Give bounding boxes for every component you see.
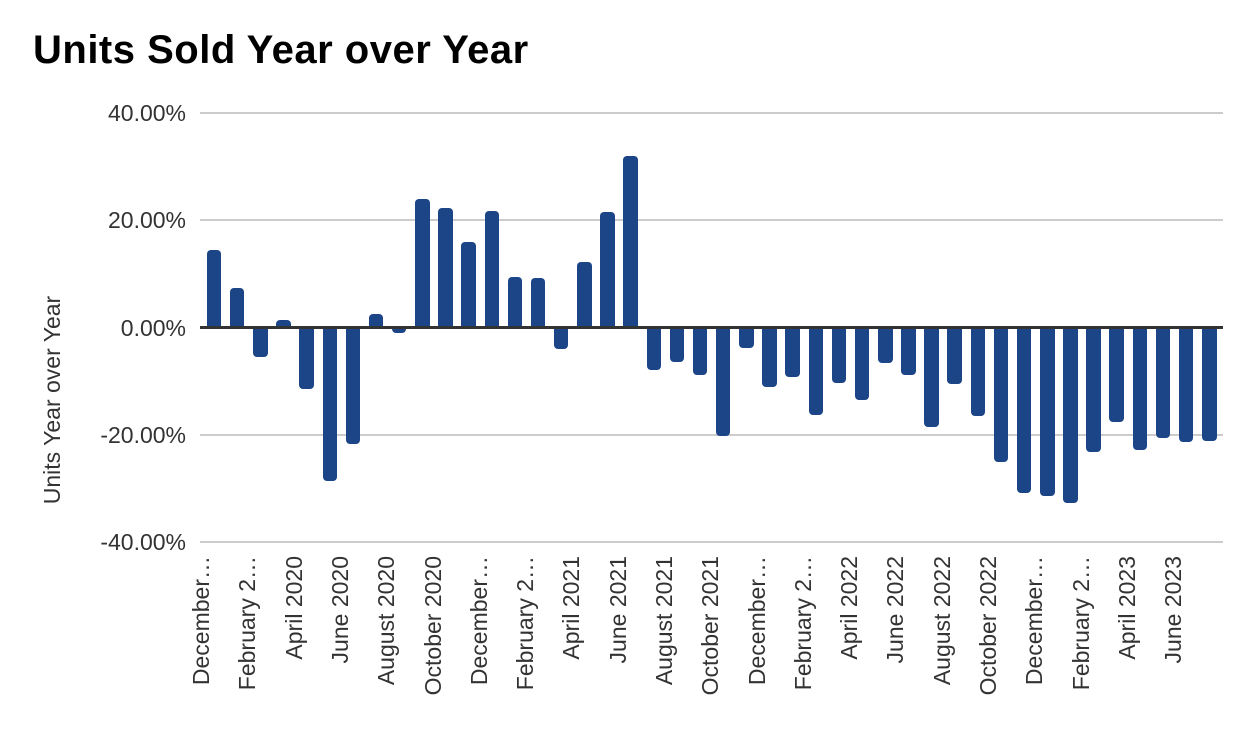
x-tick-label: February 2… bbox=[789, 556, 816, 691]
bar bbox=[507, 276, 523, 329]
y-gridline bbox=[200, 433, 1223, 436]
bar bbox=[1086, 327, 1101, 452]
y-gridline bbox=[200, 219, 1223, 222]
bar bbox=[1132, 327, 1148, 450]
bar bbox=[530, 278, 546, 329]
bar bbox=[739, 327, 754, 348]
bar bbox=[785, 327, 800, 378]
bar bbox=[692, 327, 708, 376]
bar bbox=[715, 327, 731, 436]
x-tick-label: October 2021 bbox=[697, 556, 724, 696]
bar bbox=[878, 327, 893, 363]
x-tick-label: April 2020 bbox=[280, 556, 307, 660]
chart-title: Units Sold Year over Year bbox=[33, 28, 529, 72]
bar bbox=[484, 210, 500, 329]
bar bbox=[1155, 327, 1171, 439]
x-axis-line bbox=[200, 326, 1223, 329]
y-axis-title: Units Year over Year bbox=[39, 295, 65, 505]
x-tick-label: April 2023 bbox=[1113, 556, 1140, 660]
bar bbox=[1178, 327, 1194, 443]
y-tick-label: -20.00% bbox=[100, 421, 186, 448]
y-gridline bbox=[200, 112, 1223, 114]
x-tick-label: December… bbox=[1021, 556, 1048, 686]
y-tick-label: 20.00% bbox=[107, 207, 186, 234]
bar bbox=[762, 327, 777, 387]
bar bbox=[970, 327, 986, 417]
x-tick-label: December… bbox=[465, 556, 492, 686]
bar bbox=[646, 327, 662, 370]
bar bbox=[600, 212, 615, 329]
bar bbox=[1202, 327, 1217, 441]
bar bbox=[1016, 327, 1032, 494]
x-tick-label: February 2… bbox=[234, 556, 261, 691]
y-gridline bbox=[200, 541, 1223, 543]
bar bbox=[924, 327, 939, 428]
x-tick-label: April 2022 bbox=[836, 556, 863, 660]
bar bbox=[368, 314, 384, 329]
x-tick-label: August 2020 bbox=[373, 556, 400, 686]
x-tick-label: April 2021 bbox=[558, 556, 585, 660]
bar bbox=[1063, 327, 1078, 504]
x-tick-label: October 2020 bbox=[419, 556, 446, 696]
bar bbox=[229, 288, 245, 329]
bar bbox=[623, 156, 638, 329]
x-tick-label: June 2022 bbox=[882, 556, 909, 664]
bar bbox=[299, 327, 314, 389]
bar bbox=[415, 198, 430, 329]
bar bbox=[553, 327, 569, 349]
x-tick-label: February 2… bbox=[512, 556, 539, 691]
bar bbox=[276, 319, 291, 329]
bar bbox=[947, 327, 962, 384]
x-tick-label: December… bbox=[188, 556, 215, 686]
x-tick-label: June 2020 bbox=[326, 556, 353, 664]
x-tick-label: August 2022 bbox=[928, 556, 955, 686]
x-tick-label: December… bbox=[743, 556, 770, 686]
bar bbox=[993, 327, 1009, 462]
x-tick-label: February 2… bbox=[1067, 556, 1094, 691]
bar bbox=[253, 327, 268, 357]
x-tick-label: June 2023 bbox=[1160, 556, 1187, 664]
bar bbox=[831, 327, 847, 384]
bar bbox=[461, 242, 476, 329]
x-tick-label: October 2022 bbox=[974, 556, 1001, 696]
bar bbox=[322, 327, 338, 482]
bar bbox=[669, 327, 685, 363]
bar bbox=[438, 208, 453, 329]
y-tick-label: 40.00% bbox=[107, 100, 186, 126]
x-tick-label: August 2021 bbox=[650, 556, 677, 686]
bar bbox=[1040, 327, 1055, 497]
bar bbox=[808, 327, 824, 415]
bar bbox=[577, 262, 592, 329]
y-tick-label: 0.00% bbox=[120, 314, 186, 341]
bar bbox=[345, 327, 361, 445]
y-tick-label: -40.00% bbox=[100, 529, 186, 555]
x-tick-label: June 2021 bbox=[604, 556, 631, 664]
bar bbox=[1109, 327, 1124, 423]
bar bbox=[206, 250, 222, 329]
bar bbox=[854, 327, 870, 401]
bar bbox=[391, 327, 407, 334]
bar bbox=[901, 327, 916, 376]
